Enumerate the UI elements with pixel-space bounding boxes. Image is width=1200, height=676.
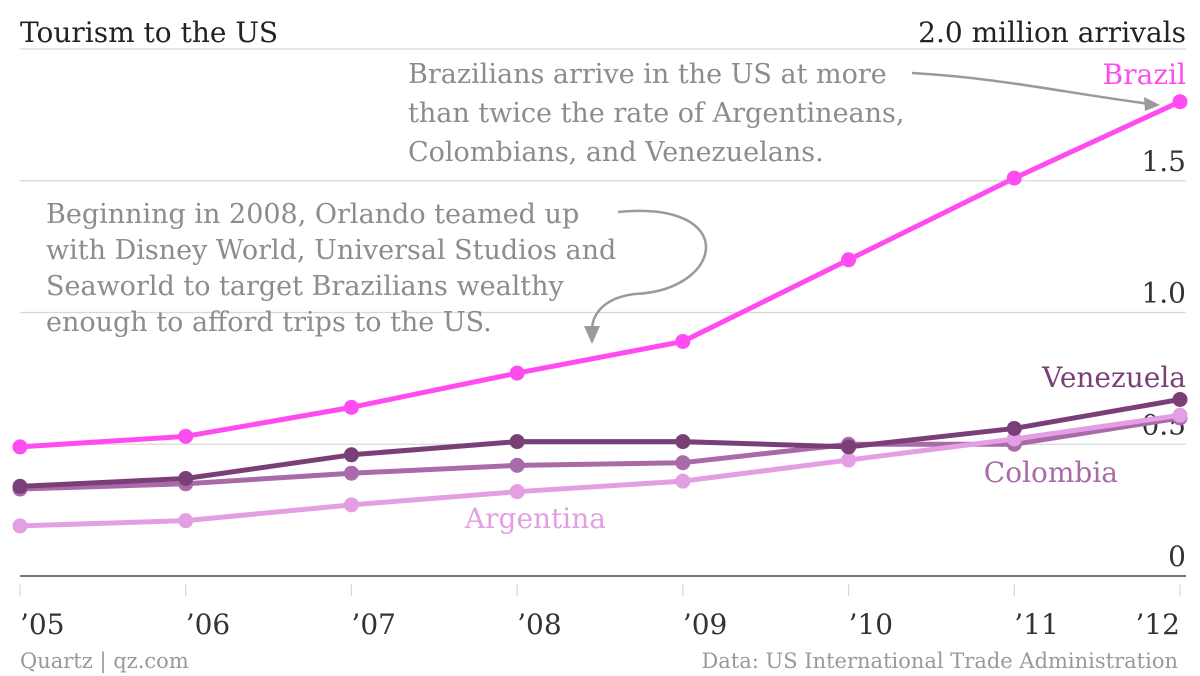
unit-label: 2.0 million arrivals — [918, 16, 1186, 49]
data-point-argentina — [509, 484, 525, 500]
series-argentina — [12, 407, 1188, 534]
footer-source-left: Quartz | qz.com — [20, 649, 189, 674]
series-labels: Colombia Argentina Venezuela Brazil — [464, 58, 1186, 535]
annotation-line: than twice the rate of Argentineans, — [408, 98, 904, 129]
x-tick-label: ’12 — [1135, 608, 1180, 641]
annotation-line: Beginning in 2008, Orlando teamed up — [46, 199, 579, 230]
data-point-argentina — [12, 518, 28, 534]
x-tick-label: ’10 — [849, 608, 894, 641]
series-label-colombia: Colombia — [984, 456, 1118, 489]
series-line-argentina — [17, 412, 1183, 529]
y-axis-ticks: 00.51.01.5 — [1141, 145, 1186, 573]
data-point-argentina — [343, 497, 359, 513]
data-point-venezuela — [178, 471, 194, 487]
series-layer — [12, 94, 1188, 534]
annotation-line: Brazilians arrive in the US at more — [408, 59, 887, 90]
grid-layer — [20, 48, 1186, 577]
series-venezuela — [12, 391, 1188, 494]
brazil-annotation-arrow — [911, 71, 1151, 106]
series-line-venezuela — [17, 396, 1183, 489]
annotations: Brazilians arrive in the US at more than … — [46, 59, 1160, 344]
series-brazil — [12, 94, 1188, 455]
x-axis-ticks: ’05 ’06 ’07 ’08 ’09 ’10 ’11 ’12 — [19, 584, 1181, 641]
data-point-argentina — [841, 452, 857, 468]
data-point-brazil — [343, 399, 359, 415]
data-point-brazil — [1006, 170, 1022, 186]
data-point-venezuela — [1006, 420, 1022, 436]
data-point-colombia — [343, 465, 359, 481]
data-point-argentina — [1006, 431, 1022, 447]
chart-header: Tourism to the US 2.0 million arrivals — [20, 16, 1186, 49]
data-point-argentina — [675, 473, 691, 489]
y-tick-label: 1.5 — [1141, 145, 1186, 178]
y-tick-label: 0 — [1168, 540, 1186, 573]
x-tick-label: ’09 — [683, 608, 728, 641]
orlando-arrowhead — [584, 326, 600, 344]
data-point-venezuela — [675, 434, 691, 450]
footer-credit-right: Data: US International Trade Administrat… — [701, 649, 1178, 673]
series-line-brazil — [17, 99, 1183, 450]
data-point-brazil — [509, 365, 525, 381]
x-tick-label: ’07 — [351, 608, 396, 641]
data-point-colombia — [675, 455, 691, 471]
data-point-brazil — [1172, 94, 1188, 110]
data-point-venezuela — [509, 434, 525, 450]
data-point-venezuela — [841, 439, 857, 455]
series-label-brazil: Brazil — [1103, 58, 1186, 91]
data-point-brazil — [841, 252, 857, 268]
x-tick-label: ’11 — [1014, 608, 1059, 641]
annotation-line: Colombians, and Venezuelans. — [408, 137, 824, 168]
orlando-annotation-arrow — [590, 209, 708, 331]
chart-footer: Quartz | qz.com Data: US International T… — [20, 649, 1178, 674]
data-point-brazil — [675, 333, 691, 349]
brazil-arrowhead — [1144, 97, 1160, 111]
series-label-venezuela: Venezuela — [1041, 361, 1186, 394]
y-tick-label: 1.0 — [1141, 277, 1186, 310]
data-point-venezuela — [1172, 391, 1188, 407]
data-point-argentina — [1172, 407, 1188, 423]
data-point-brazil — [178, 428, 194, 444]
x-tick-label: ’05 — [20, 608, 65, 641]
data-point-venezuela — [12, 478, 28, 494]
data-point-colombia — [509, 457, 525, 473]
series-label-argentina: Argentina — [464, 502, 606, 535]
data-point-argentina — [178, 513, 194, 529]
annotation-line: Seaworld to target Brazilians wealthy — [46, 271, 565, 302]
x-tick-label: ’06 — [186, 608, 231, 641]
data-point-brazil — [12, 439, 28, 455]
annotation-line: with Disney World, Universal Studios and — [46, 235, 616, 266]
x-tick-label: ’08 — [517, 608, 562, 641]
chart-title: Tourism to the US — [20, 16, 278, 49]
data-point-venezuela — [343, 447, 359, 463]
annotation-line: enough to afford trips to the US. — [46, 307, 492, 338]
